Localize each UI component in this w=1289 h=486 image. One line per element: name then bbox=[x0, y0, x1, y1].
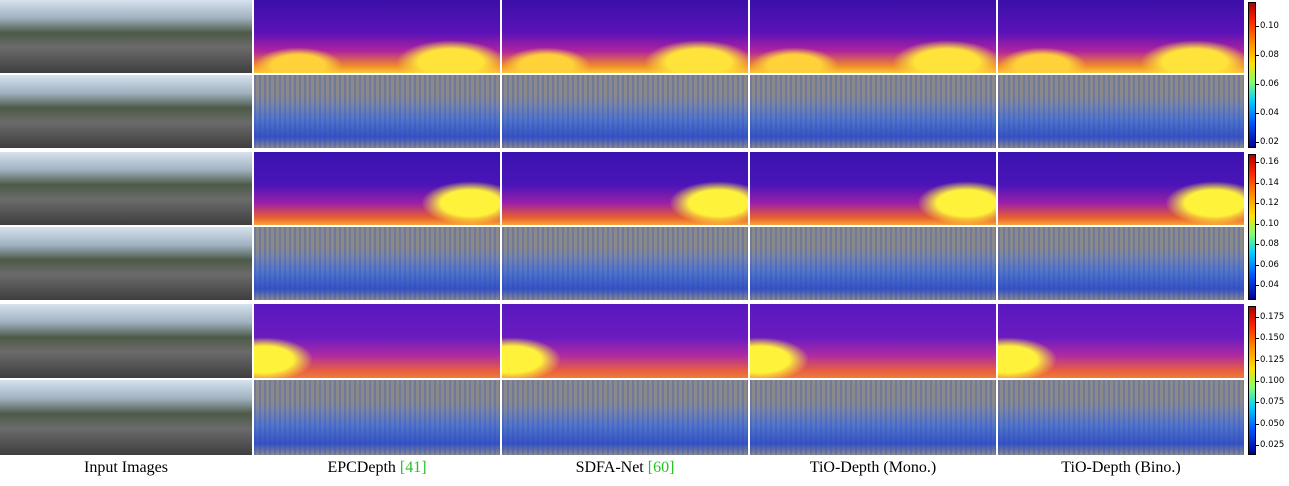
colorbar-tick-label: 0.06 bbox=[1260, 79, 1279, 89]
error-map bbox=[750, 227, 996, 300]
caption-text: EPCDepth bbox=[327, 459, 395, 476]
colorbar-tick-label: 0.16 bbox=[1260, 157, 1279, 167]
input-image bbox=[0, 227, 252, 300]
colorbar-tick-label: 0.02 bbox=[1260, 137, 1279, 147]
colorbar-tick-label: 0.100 bbox=[1260, 376, 1284, 386]
column-caption: Input Images bbox=[84, 459, 168, 477]
depth-map bbox=[502, 304, 748, 378]
colorbar-tick-label: 0.050 bbox=[1260, 419, 1284, 429]
colorbar-tick-label: 0.14 bbox=[1260, 178, 1279, 188]
error-map bbox=[254, 380, 500, 455]
citation[interactable]: [41] bbox=[400, 459, 427, 476]
colorbar-tick-label: 0.08 bbox=[1260, 239, 1279, 249]
colorbar bbox=[1248, 2, 1256, 148]
depth-map bbox=[998, 304, 1244, 378]
colorbar-tick bbox=[1256, 142, 1259, 143]
error-map bbox=[502, 75, 748, 148]
colorbar-tick-label: 0.025 bbox=[1260, 440, 1284, 450]
colorbar-tick-label: 0.06 bbox=[1260, 260, 1279, 270]
colorbar bbox=[1248, 154, 1256, 300]
colorbar-tick bbox=[1256, 183, 1259, 184]
caption-text: TiO-Depth (Mono.) bbox=[810, 459, 937, 476]
error-map bbox=[254, 227, 500, 300]
input-image bbox=[0, 0, 252, 73]
error-map bbox=[502, 380, 748, 455]
colorbar-tick bbox=[1256, 244, 1259, 245]
column-caption: TiO-Depth (Mono.) bbox=[810, 459, 937, 477]
colorbar-tick-label: 0.10 bbox=[1260, 21, 1279, 31]
depth-map bbox=[750, 152, 996, 225]
colorbar-tick-label: 0.10 bbox=[1260, 219, 1279, 229]
input-image bbox=[0, 380, 252, 455]
colorbar-tick bbox=[1256, 162, 1259, 163]
depth-map bbox=[502, 0, 748, 73]
error-map bbox=[750, 75, 996, 148]
column-caption: TiO-Depth (Bino.) bbox=[1061, 459, 1180, 477]
depth-map bbox=[502, 152, 748, 225]
colorbar-tick bbox=[1256, 26, 1259, 27]
colorbar-tick bbox=[1256, 113, 1259, 114]
depth-map bbox=[750, 304, 996, 378]
colorbar-tick bbox=[1256, 203, 1259, 204]
colorbar-tick-label: 0.150 bbox=[1260, 333, 1284, 343]
colorbar-tick bbox=[1256, 285, 1259, 286]
depth-map bbox=[254, 152, 500, 225]
depth-map bbox=[750, 0, 996, 73]
colorbar bbox=[1248, 306, 1256, 455]
colorbar-tick bbox=[1256, 317, 1259, 318]
column-caption: SDFA-Net [60] bbox=[576, 459, 675, 477]
colorbar-tick-label: 0.125 bbox=[1260, 355, 1284, 365]
colorbar-tick bbox=[1256, 360, 1259, 361]
input-image bbox=[0, 152, 252, 225]
input-image bbox=[0, 75, 252, 148]
colorbar-tick-label: 0.04 bbox=[1260, 108, 1279, 118]
colorbar-tick bbox=[1256, 224, 1259, 225]
colorbar-tick bbox=[1256, 84, 1259, 85]
error-map bbox=[254, 75, 500, 148]
colorbar-tick-label: 0.075 bbox=[1260, 397, 1284, 407]
colorbar-tick-label: 0.12 bbox=[1260, 198, 1279, 208]
depth-map bbox=[998, 152, 1244, 225]
colorbar-tick bbox=[1256, 338, 1259, 339]
colorbar-tick bbox=[1256, 445, 1259, 446]
depth-map bbox=[254, 0, 500, 73]
error-map bbox=[998, 75, 1244, 148]
colorbar-tick bbox=[1256, 55, 1259, 56]
colorbar-tick-label: 0.04 bbox=[1260, 280, 1279, 290]
error-map bbox=[502, 227, 748, 300]
colorbar-tick bbox=[1256, 424, 1259, 425]
depth-map bbox=[254, 304, 500, 378]
colorbar-tick bbox=[1256, 381, 1259, 382]
caption-text: Input Images bbox=[84, 459, 168, 476]
colorbar-tick bbox=[1256, 265, 1259, 266]
citation[interactable]: [60] bbox=[648, 459, 675, 476]
figure: 0.10 0.08 0.06 0.04 0.02 0.16 0.14 0.12 0.10 0.08… bbox=[0, 0, 1289, 486]
caption-text: SDFA-Net bbox=[576, 459, 644, 476]
depth-map bbox=[998, 0, 1244, 73]
column-caption: EPCDepth [41] bbox=[327, 459, 426, 477]
colorbar-tick-label: 0.175 bbox=[1260, 312, 1284, 322]
colorbar-tick-label: 0.08 bbox=[1260, 50, 1279, 60]
error-map bbox=[998, 380, 1244, 455]
caption-text: TiO-Depth (Bino.) bbox=[1061, 459, 1180, 476]
error-map bbox=[998, 227, 1244, 300]
input-image bbox=[0, 304, 252, 378]
colorbar-tick bbox=[1256, 402, 1259, 403]
error-map bbox=[750, 380, 996, 455]
